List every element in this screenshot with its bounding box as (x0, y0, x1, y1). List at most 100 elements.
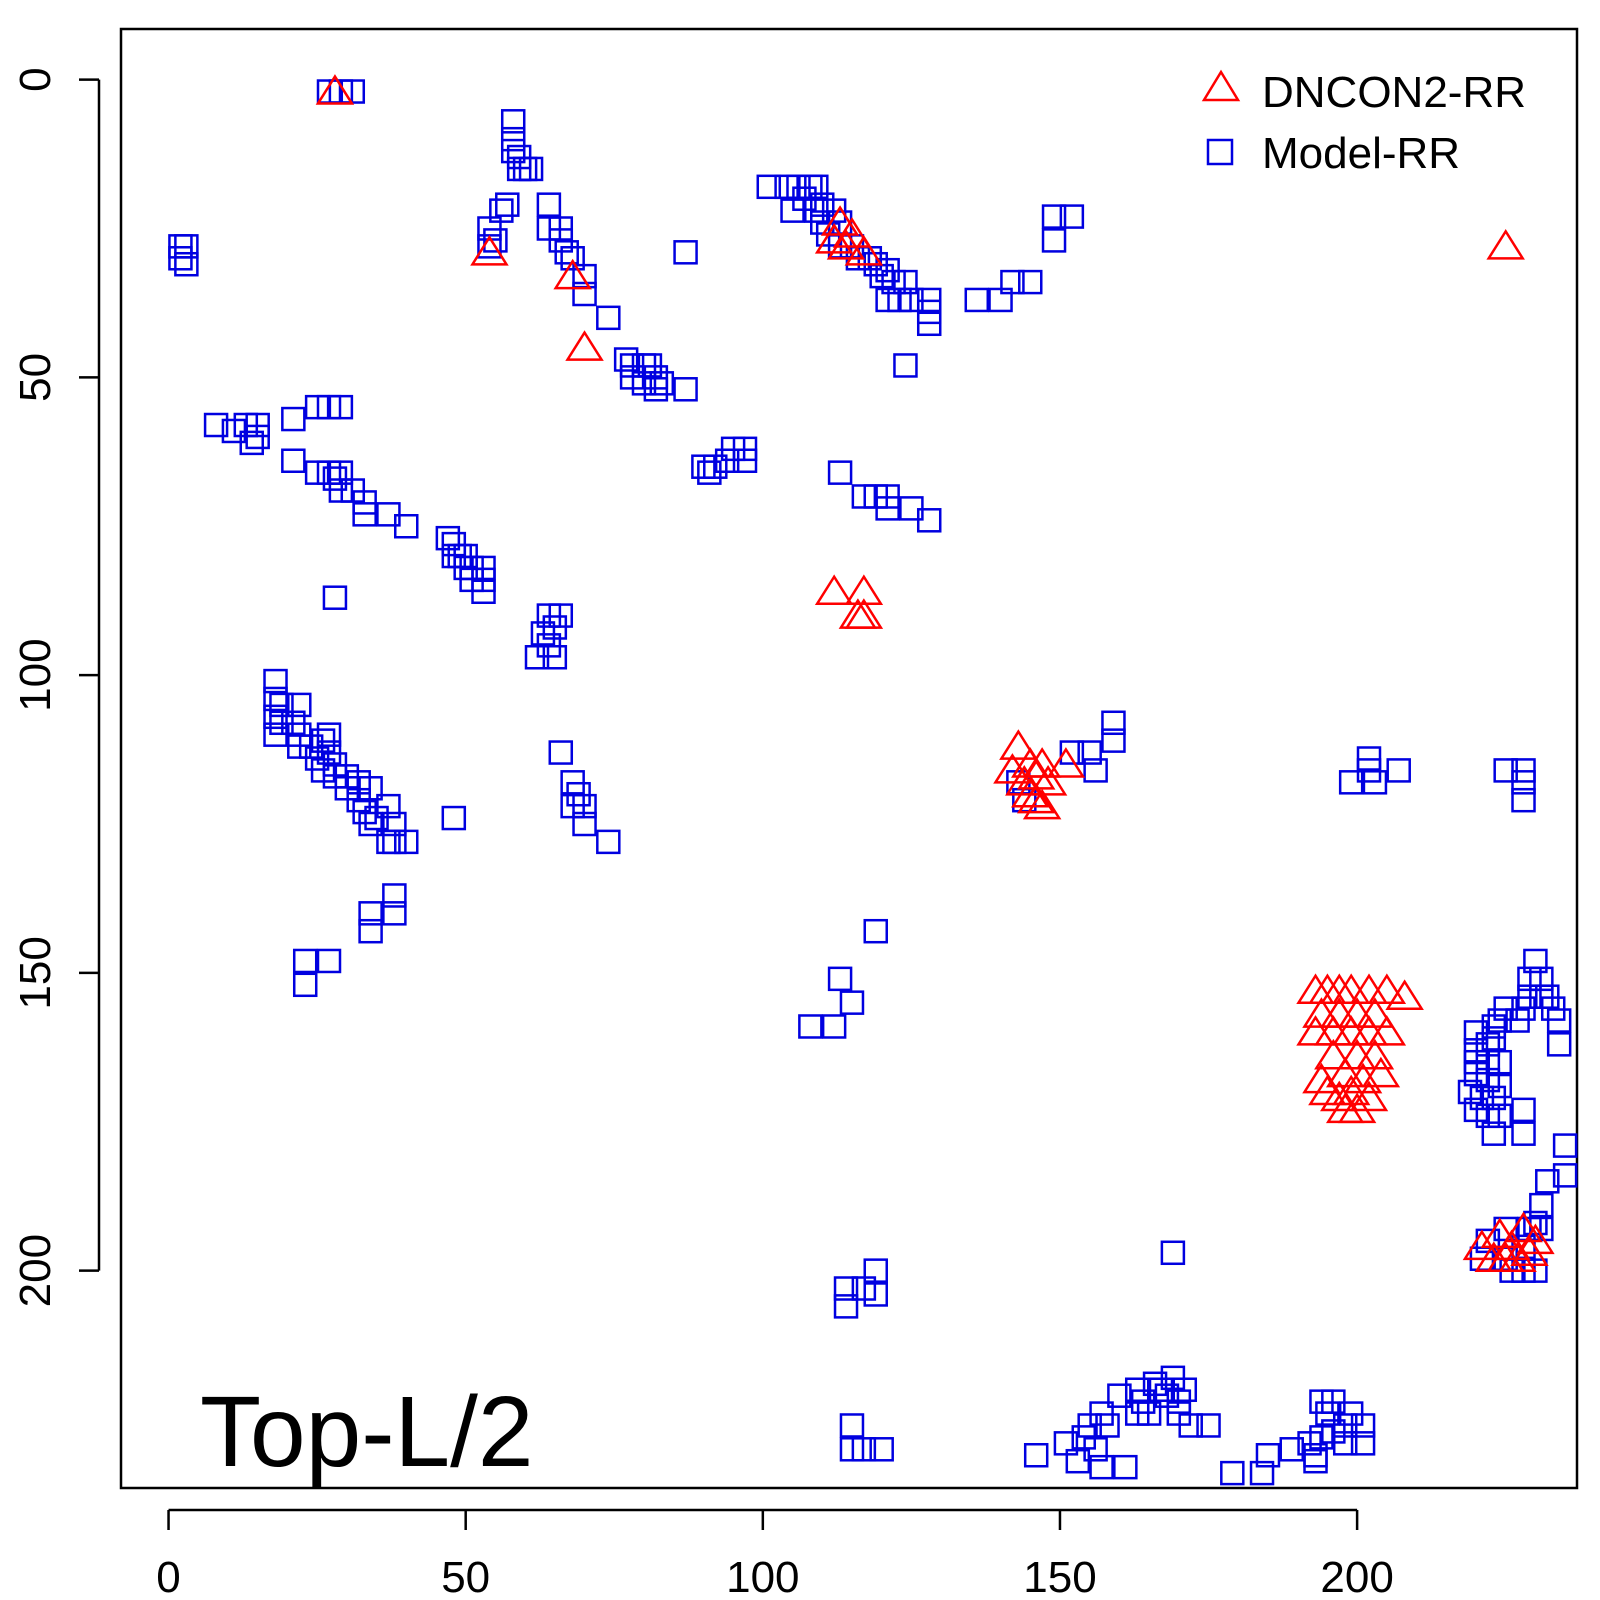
model-rr-point (1101, 728, 1126, 753)
model-rr-point (596, 829, 621, 855)
model-rr-point (833, 1294, 859, 1319)
model-rr-point (1041, 228, 1067, 253)
dncon2-rr-point (1486, 229, 1525, 260)
model-rr-point (500, 109, 526, 134)
dncon2-rr-point (993, 753, 1032, 784)
dncon2-rr-point (844, 574, 884, 606)
x-tick-label: 200 (1320, 1553, 1393, 1600)
model-rr-point (263, 704, 288, 730)
model-rr-point (1095, 1413, 1120, 1438)
model-rr-point (1332, 1431, 1358, 1456)
dncon2-rr-point (553, 258, 592, 290)
dncon2-rr-point (844, 598, 884, 629)
model-rr-point (316, 722, 342, 747)
model-rr-point (1089, 1454, 1114, 1480)
model-rr-point (1511, 1097, 1536, 1123)
model-rr-point (1481, 1014, 1507, 1039)
model-rr-point (1350, 1413, 1376, 1438)
legend-marker-dncon2-rr (1201, 69, 1241, 102)
model-rr-point (548, 740, 574, 765)
model-rr-point (524, 645, 550, 670)
model-rr-point (542, 645, 568, 670)
series-model-rr (168, 79, 1578, 1486)
y-tick-label: 200 (11, 1234, 60, 1307)
model-rr-point (1386, 758, 1411, 783)
dncon2-rr-point (1516, 1223, 1555, 1255)
dncon2-rr-point (470, 234, 509, 266)
model-rr-point (245, 424, 270, 450)
legend-marker-model-rr (1206, 138, 1234, 166)
model-rr-point (863, 1282, 888, 1307)
model-rr-point (382, 883, 407, 908)
dncon2-rr-point (1498, 1241, 1537, 1272)
dncon2-rr-point (1361, 1056, 1401, 1088)
dncon2-rr-point (565, 330, 604, 361)
model-rr-point (1041, 204, 1067, 229)
model-rr-point (358, 901, 383, 926)
model-rr-point (352, 502, 377, 527)
top-l2-annotation: Top-L/2 (200, 1376, 534, 1488)
model-rr-point (1356, 746, 1382, 771)
dncon2-rr-point (1462, 1229, 1502, 1261)
model-rr-point (263, 686, 288, 712)
model-rr-point (292, 972, 318, 998)
model-rr-point (1523, 948, 1548, 974)
x-tick-label: 0 (156, 1553, 180, 1600)
model-rr-point (292, 948, 318, 974)
model-rr-point (1481, 1121, 1507, 1146)
model-rr-point (572, 811, 597, 837)
model-rr-point (613, 347, 639, 372)
model-rr-point (827, 966, 853, 992)
model-rr-point (263, 668, 288, 694)
model-rr-point (1535, 1169, 1560, 1194)
dncon2-rr-point (1480, 1217, 1520, 1249)
model-rr-point (471, 579, 496, 605)
model-rr-point (916, 311, 942, 337)
model-rr-point (863, 918, 888, 944)
dncon2-rr-point (1010, 776, 1050, 808)
dncon2-rr-point (832, 217, 872, 248)
legend-label-dncon2-rr: DNCON2-RR (1262, 68, 1526, 117)
model-rr-point (1172, 1377, 1198, 1402)
model-rr-point (869, 1437, 894, 1462)
y-tick-label: 0 (11, 67, 60, 91)
model-rr-point (394, 829, 419, 855)
dncon2-rr-point (1331, 1015, 1371, 1046)
model-rr-point (1107, 1383, 1132, 1408)
series-dncon2-rr (315, 74, 1555, 1272)
model-rr-point (1255, 1442, 1281, 1468)
model-rr-point (358, 811, 383, 837)
model-rr-point (1552, 1133, 1578, 1158)
model-rr-point (1166, 1401, 1192, 1426)
model-rr-point (1196, 1413, 1221, 1438)
dncon2-rr-point (999, 729, 1038, 760)
model-rr-point (1083, 1437, 1108, 1462)
model-rr-point (839, 990, 865, 1015)
dncon2-rr-point (1320, 1080, 1359, 1112)
model-rr-point (916, 508, 942, 533)
dncon2-rr-point (1504, 1211, 1543, 1243)
model-rr-point (1487, 1103, 1512, 1129)
dncon2-rr-point (1016, 782, 1056, 814)
model-rr-point (1546, 1032, 1572, 1057)
dncon2-rr-point (1302, 1062, 1341, 1094)
model-rr-point (174, 251, 199, 277)
model-rr-point (780, 198, 805, 223)
model-rr-point (495, 192, 520, 217)
model-rr-point (554, 240, 579, 265)
model-rr-point (1362, 770, 1388, 795)
model-rr-point (1083, 758, 1108, 783)
model-rr-point (839, 1413, 865, 1438)
model-rr-point (1511, 787, 1536, 813)
model-rr-point (1136, 1401, 1162, 1426)
model-rr-point (1059, 204, 1085, 229)
model-rr-point (804, 174, 829, 200)
dncon2-rr-point (1492, 1229, 1531, 1261)
model-rr-point (203, 412, 229, 438)
model-rr-point (1552, 1163, 1578, 1188)
dncon2-rr-point (1367, 973, 1407, 1004)
model-rr-point (328, 394, 354, 420)
model-rr-point (673, 240, 698, 265)
x-tick-label: 150 (1023, 1553, 1096, 1600)
dncon2-rr-point (1296, 973, 1335, 1004)
